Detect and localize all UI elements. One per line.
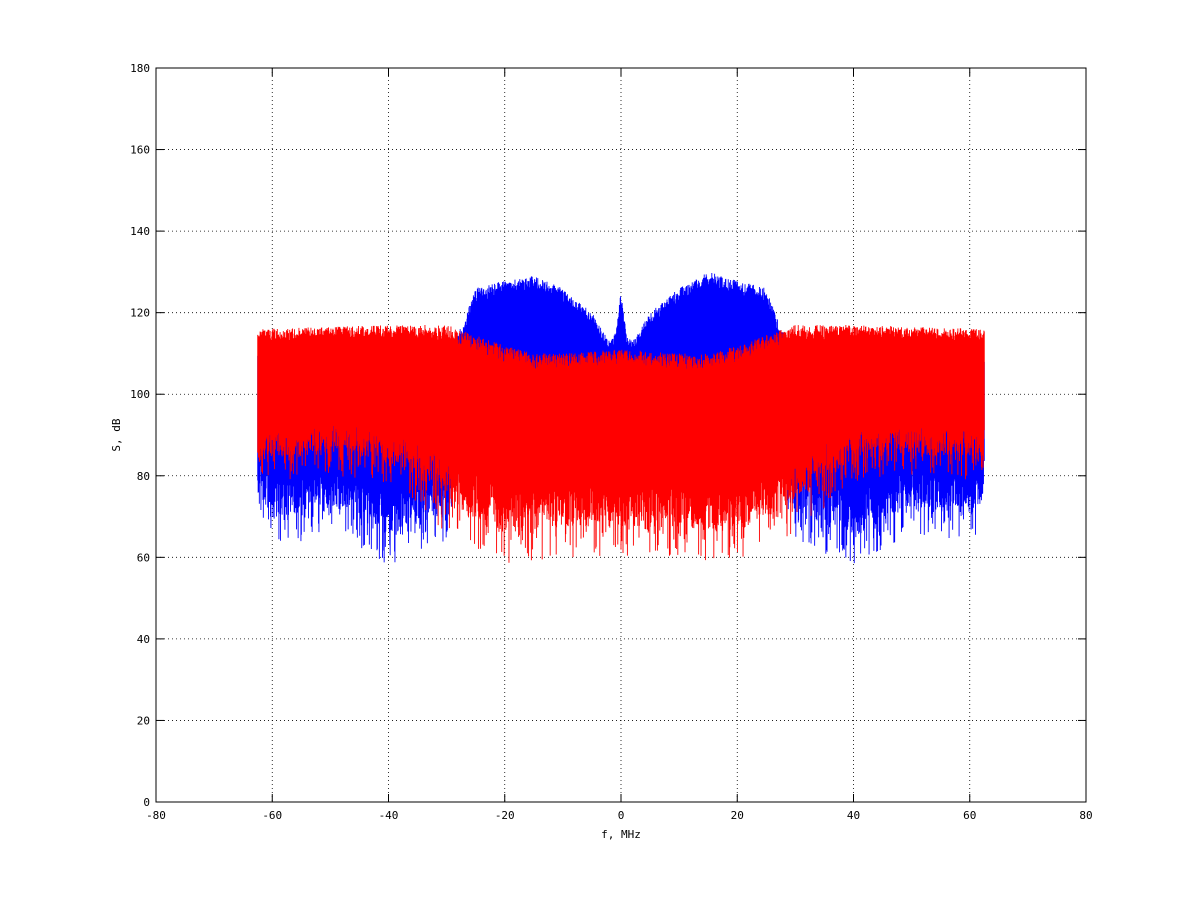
x-tick-label: 0 — [618, 809, 625, 822]
x-tick-label: 20 — [731, 809, 744, 822]
x-tick-label: -60 — [262, 809, 282, 822]
x-tick-label: 60 — [963, 809, 976, 822]
x-tick-label: -40 — [379, 809, 399, 822]
y-tick-label: 60 — [137, 551, 150, 564]
y-tick-label: 40 — [137, 633, 150, 646]
x-tick-label: -80 — [146, 809, 166, 822]
x-tick-label: 40 — [847, 809, 860, 822]
y-tick-label: 120 — [130, 307, 150, 320]
axis-ticks: -80 -60 -40 -20 0 20 40 60 80 0 20 40 60 80 100 120 140 1… — [130, 62, 1093, 822]
y-tick-label: 180 — [130, 62, 150, 75]
series-2-trace — [257, 324, 985, 563]
y-tick-label: 80 — [137, 470, 150, 483]
x-tick-label: 80 — [1079, 809, 1092, 822]
y-tick-label: 100 — [130, 388, 150, 401]
y-tick-label: 140 — [130, 225, 150, 238]
data-series — [257, 272, 985, 564]
x-tick-label: -20 — [495, 809, 515, 822]
x-axis-label: f, MHz — [601, 828, 641, 841]
y-axis-label: S, dB — [110, 418, 123, 451]
y-tick-label: 20 — [137, 714, 150, 727]
y-tick-label: 0 — [143, 796, 150, 809]
y-tick-label: 160 — [130, 144, 150, 157]
